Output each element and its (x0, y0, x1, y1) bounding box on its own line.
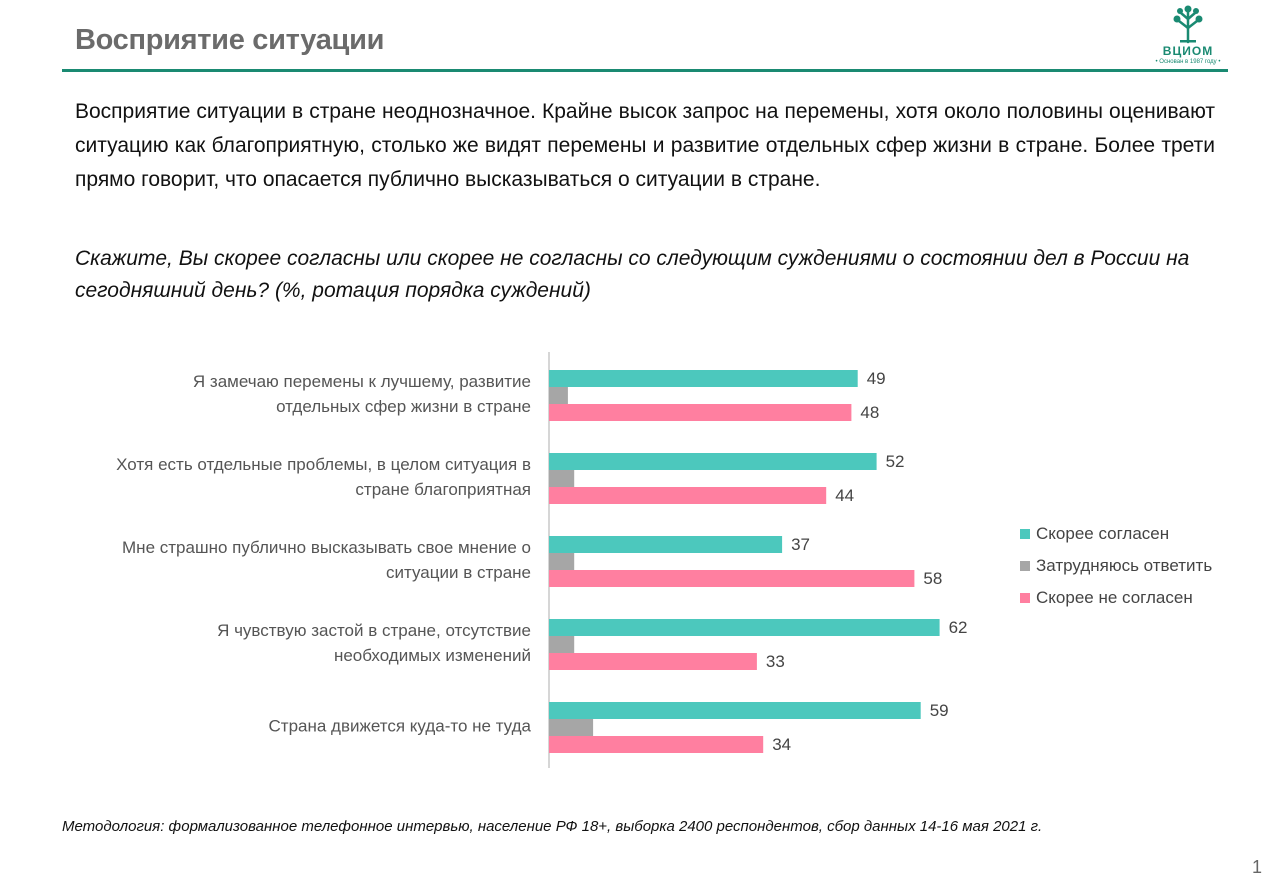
bar-disagree (549, 487, 827, 504)
category-label: отдельных сфер жизни в стране (276, 397, 531, 416)
legend-item: Затрудняюсь ответить (1020, 550, 1260, 582)
data-label: 37 (791, 535, 810, 554)
data-label: 52 (886, 452, 905, 471)
data-label: 62 (949, 618, 968, 637)
legend-swatch (1020, 593, 1030, 603)
bar-hard-to-say (549, 387, 568, 404)
data-label: 34 (772, 735, 791, 754)
category-label: Я замечаю перемены к лучшему, развитие (193, 372, 531, 391)
legend-label: Скорее согласен (1036, 524, 1170, 543)
bar-disagree (549, 653, 757, 670)
data-label: 49 (867, 369, 886, 388)
logo-name: ВЦИОМ (1162, 44, 1214, 58)
legend-label: Скорее не согласен (1036, 588, 1193, 607)
legend-swatch (1020, 529, 1030, 539)
bar-disagree (549, 404, 852, 421)
data-label: 59 (930, 701, 949, 720)
bar-disagree (549, 570, 915, 587)
bar-hard-to-say (549, 719, 594, 736)
methodology-note: Методология: формализованное телефонное … (62, 818, 1043, 835)
page-title: Восприятие ситуации (75, 24, 385, 56)
chart-canvas: Я замечаю перемены к лучшему, развитие от… (116, 352, 968, 768)
survey-question: Скажите, Вы скорее согласны или скорее н… (75, 247, 1190, 302)
category-label: ситуации в стране (386, 563, 531, 582)
intro-text: Восприятие ситуации в стране неоднозначн… (75, 100, 1215, 191)
chart-legend: Скорее согласен Затрудняюсь ответить Скоре… (1020, 518, 1260, 614)
legend-item: Скорее не согласен (1020, 582, 1260, 614)
bar-agree (549, 536, 783, 553)
data-label: 33 (766, 652, 785, 671)
legend-swatch (1020, 561, 1030, 571)
bar-hard-to-say (549, 636, 575, 653)
category-label: Я чувствую застой в стране, отсутствие (217, 621, 531, 640)
vciom-logo: ВЦИОМ • Основан в 1987 году • (1146, 4, 1230, 70)
data-label: 58 (923, 569, 942, 588)
page-number: 1 (1252, 857, 1263, 877)
legend-label: Затрудняюсь ответить (1036, 556, 1213, 575)
category-label: Мне страшно публично высказывать свое мн… (122, 538, 531, 557)
bar-hard-to-say (549, 553, 575, 570)
bar-agree (549, 370, 858, 387)
data-label: 44 (835, 486, 854, 505)
category-label: Страна движется куда-то не туда (269, 717, 532, 736)
bar-chart: Я замечаю перемены к лучшему, развитие от… (0, 340, 1280, 780)
legend-item: Скорее согласен (1020, 518, 1260, 550)
data-label: 48 (860, 403, 879, 422)
logo-tagline: • Основан в 1987 году • (1155, 59, 1221, 65)
bar-agree (549, 619, 940, 636)
category-label: Хотя есть отдельные проблемы, в целом си… (116, 455, 531, 474)
tree-icon (1173, 5, 1203, 44)
category-label: стране благоприятная (355, 480, 531, 499)
category-label: необходимых изменений (334, 646, 531, 665)
title-divider (62, 69, 1228, 72)
bar-disagree (549, 736, 764, 753)
bar-agree (549, 453, 877, 470)
bar-hard-to-say (549, 470, 575, 487)
bar-agree (549, 702, 921, 719)
